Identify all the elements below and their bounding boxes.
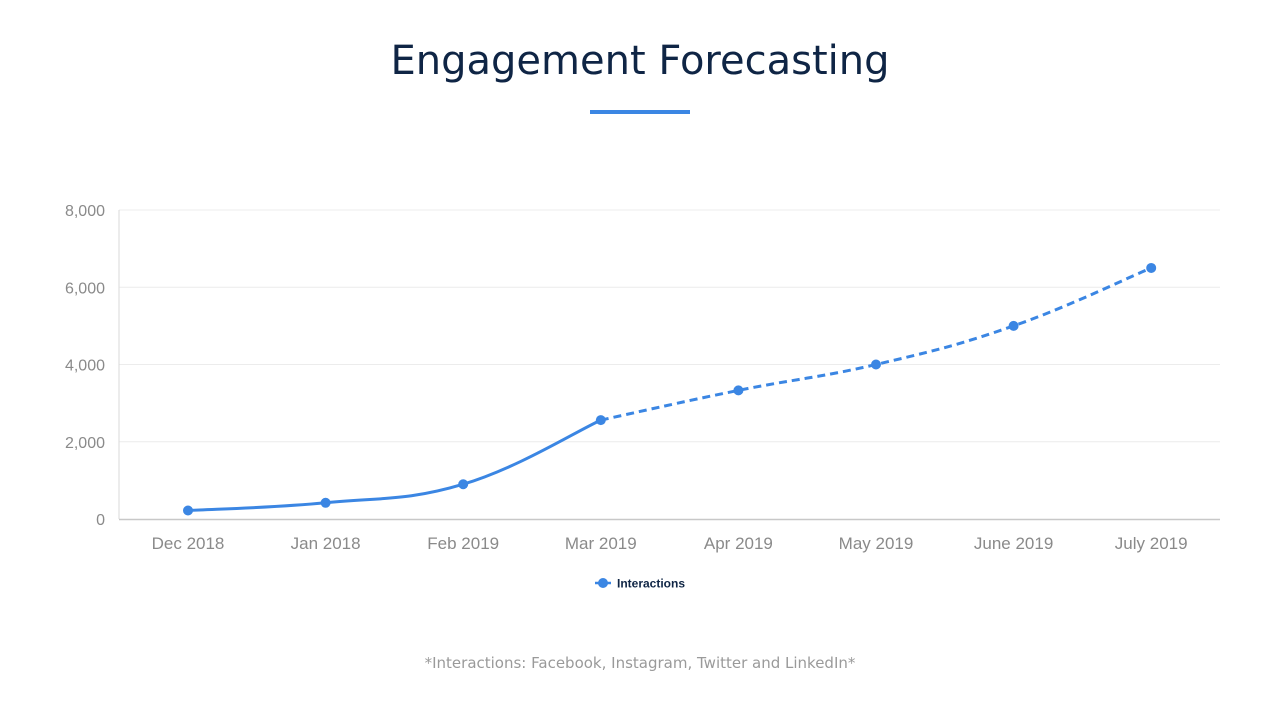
legend-label: Interactions <box>617 577 685 591</box>
y-tick-label: 0 <box>96 512 105 529</box>
title-underline <box>590 110 690 114</box>
x-tick-label: May 2019 <box>839 534 914 553</box>
series-line-actual <box>186 418 603 513</box>
data-point <box>1146 262 1157 273</box>
x-tick-label: July 2019 <box>1115 534 1188 553</box>
y-tick-label: 2,000 <box>65 435 105 452</box>
y-tick-label: 4,000 <box>65 358 105 375</box>
data-point <box>183 505 193 516</box>
data-point <box>733 385 744 396</box>
y-tick-label: 8,000 <box>65 203 105 220</box>
legend-marker <box>598 578 608 588</box>
data-point <box>458 479 469 490</box>
data-point <box>320 497 331 508</box>
y-tick-label: 6,000 <box>65 280 105 297</box>
x-tick-label: Mar 2019 <box>565 534 637 553</box>
x-tick-label: Jan 2018 <box>291 534 361 553</box>
x-tick-label: Feb 2019 <box>427 534 499 553</box>
chart-title: Engagement Forecasting <box>390 38 890 84</box>
x-tick-label: June 2019 <box>974 534 1053 553</box>
series-line-forecast <box>600 266 1152 422</box>
x-tick-label: Dec 2018 <box>152 534 225 553</box>
data-point <box>595 415 606 426</box>
data-point <box>871 359 881 370</box>
data-point <box>1008 320 1019 331</box>
x-tick-label: Apr 2019 <box>704 534 773 553</box>
footnote: *Interactions: Facebook, Instagram, Twit… <box>424 654 856 672</box>
